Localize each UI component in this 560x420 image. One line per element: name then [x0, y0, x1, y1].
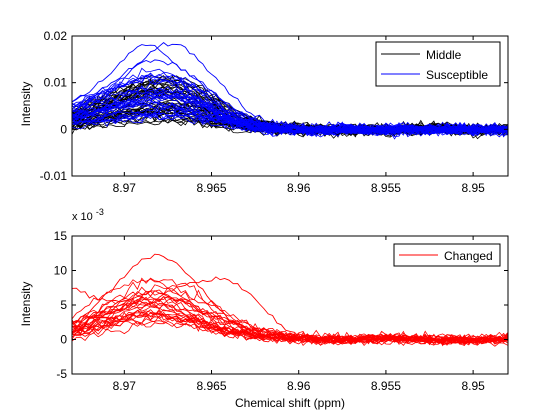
top-series-lines [72, 42, 508, 140]
top-y-tick-label: -0.01 [40, 169, 68, 183]
legend-label-susceptible: Susceptible [426, 68, 488, 82]
bottom-series-lines [72, 253, 508, 347]
bottom-y-tick-label: 15 [54, 229, 68, 243]
top-y-tick-label: 0 [60, 122, 67, 136]
series-peak-line-changed [72, 287, 508, 344]
series-line-susceptible [72, 94, 508, 138]
exponent-base: x 10 [72, 211, 93, 223]
legend-label-changed: Changed [444, 249, 493, 263]
top-y-tick-label: 0.01 [44, 76, 68, 90]
top-plot-frame [71, 35, 509, 177]
series-peak-line-susceptible [72, 59, 508, 133]
top-y-axis-label: Intensity [19, 82, 33, 127]
exponent-power: -3 [96, 207, 104, 217]
bottom-y-tick-label: 0 [60, 333, 67, 347]
bottom-x-tick-label: 8.96 [287, 379, 311, 393]
bottom-legend: Changed [393, 243, 501, 267]
chart-top: Intensity 8.97 8.965 8.96 8.955 8.95 -0.01 0 0.… [19, 29, 509, 195]
series-line-changed [72, 318, 508, 344]
top-x-tick-label: 8.97 [113, 181, 137, 195]
top-x-tick-label: 8.965 [197, 181, 227, 195]
series-peak-line-changed [72, 276, 508, 345]
bottom-y-axis-exponent: x 10 -3 [72, 207, 104, 223]
chart-bottom: x 10 -3 Intensity Chemical shift (ppm) 8… [19, 207, 509, 410]
bottom-x-tick-label: 8.95 [461, 379, 485, 393]
top-y-tick-label: 0.02 [44, 29, 68, 43]
bottom-x-tick-label: 8.97 [113, 379, 137, 393]
bottom-y-tick-label: 5 [60, 298, 67, 312]
x-axis-label: Chemical shift (ppm) [235, 396, 345, 410]
top-legend: Middle Susceptible [375, 41, 501, 87]
series-peak-line-susceptible [72, 42, 508, 134]
top-legend-box [375, 41, 501, 87]
bottom-y-axis-label: Intensity [19, 282, 33, 327]
top-x-tick-label: 8.955 [371, 181, 401, 195]
bottom-x-tick-label: 8.955 [371, 379, 401, 393]
series-line-changed [72, 311, 508, 343]
series-line-changed [72, 309, 508, 347]
top-x-tick-label: 8.96 [287, 181, 311, 195]
bottom-x-tick-label: 8.965 [197, 379, 227, 393]
top-x-tick-label: 8.95 [461, 181, 485, 195]
legend-label-middle: Middle [426, 48, 462, 62]
series-peak-line-changed [72, 253, 508, 344]
bottom-legend-box [393, 243, 501, 267]
bottom-y-tick-label: -5 [56, 367, 67, 381]
bottom-y-tick-label: 10 [54, 264, 68, 278]
